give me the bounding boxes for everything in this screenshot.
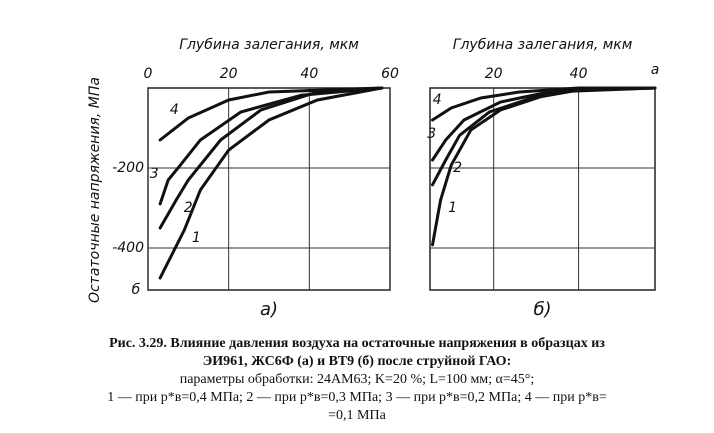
curve — [158, 86, 384, 280]
curve-label: 1 — [192, 230, 201, 246]
curve — [431, 86, 657, 162]
caption-line: ЭИ961, ЖС6Ф (а) и ВТ9 (б) после струйной… — [202, 354, 512, 369]
x-axis-label: Глубина залегания, мкм — [179, 37, 359, 53]
caption-line: 1 — при p*в=0,4 МПа; 2 — при p*в=0,3 МПа… — [107, 390, 607, 405]
x-axis-label: Глубина залегания, мкм — [453, 37, 633, 53]
curve-label: 2 — [453, 160, 462, 176]
figure: Остаточные напряжения, МПа Глубина залег… — [87, 37, 660, 320]
curve-label: 1 — [448, 200, 457, 216]
caption-line: Рис. 3.29. Влияние давления воздуха на о… — [109, 336, 605, 351]
x-tick-label: 20 — [220, 66, 238, 82]
curve-label: 4 — [433, 92, 442, 108]
curve — [158, 86, 384, 206]
curve-label: 3 — [150, 166, 159, 182]
curve-label: 3 — [427, 126, 436, 142]
plot-frame — [429, 87, 656, 291]
curve-label: 2 — [184, 200, 193, 216]
x-tick-label: 20 — [485, 66, 503, 82]
y-axis-label: Остаточные напряжения, МПа — [87, 77, 103, 303]
curve — [431, 86, 657, 122]
x-tick-label: 40 — [300, 66, 318, 82]
caption-line: =0,1 МПа — [328, 408, 386, 423]
corner-note: a — [651, 62, 660, 78]
panel-label: а) — [260, 299, 278, 320]
x-tick-label: 40 — [570, 66, 588, 82]
curve — [158, 86, 384, 142]
y-tick-label: -200 — [112, 160, 144, 176]
curve — [431, 86, 657, 247]
curve — [158, 86, 384, 230]
panel-label: б) — [533, 299, 551, 320]
corner-note: б — [132, 282, 141, 298]
x-tick-label: 60 — [381, 66, 399, 82]
curve-label: 4 — [170, 102, 179, 118]
y-tick-label: -400 — [112, 240, 144, 256]
caption-line: параметры обработки: 24АМ63; K=20 %; L=1… — [179, 372, 535, 387]
x-tick-label: 0 — [144, 66, 153, 82]
